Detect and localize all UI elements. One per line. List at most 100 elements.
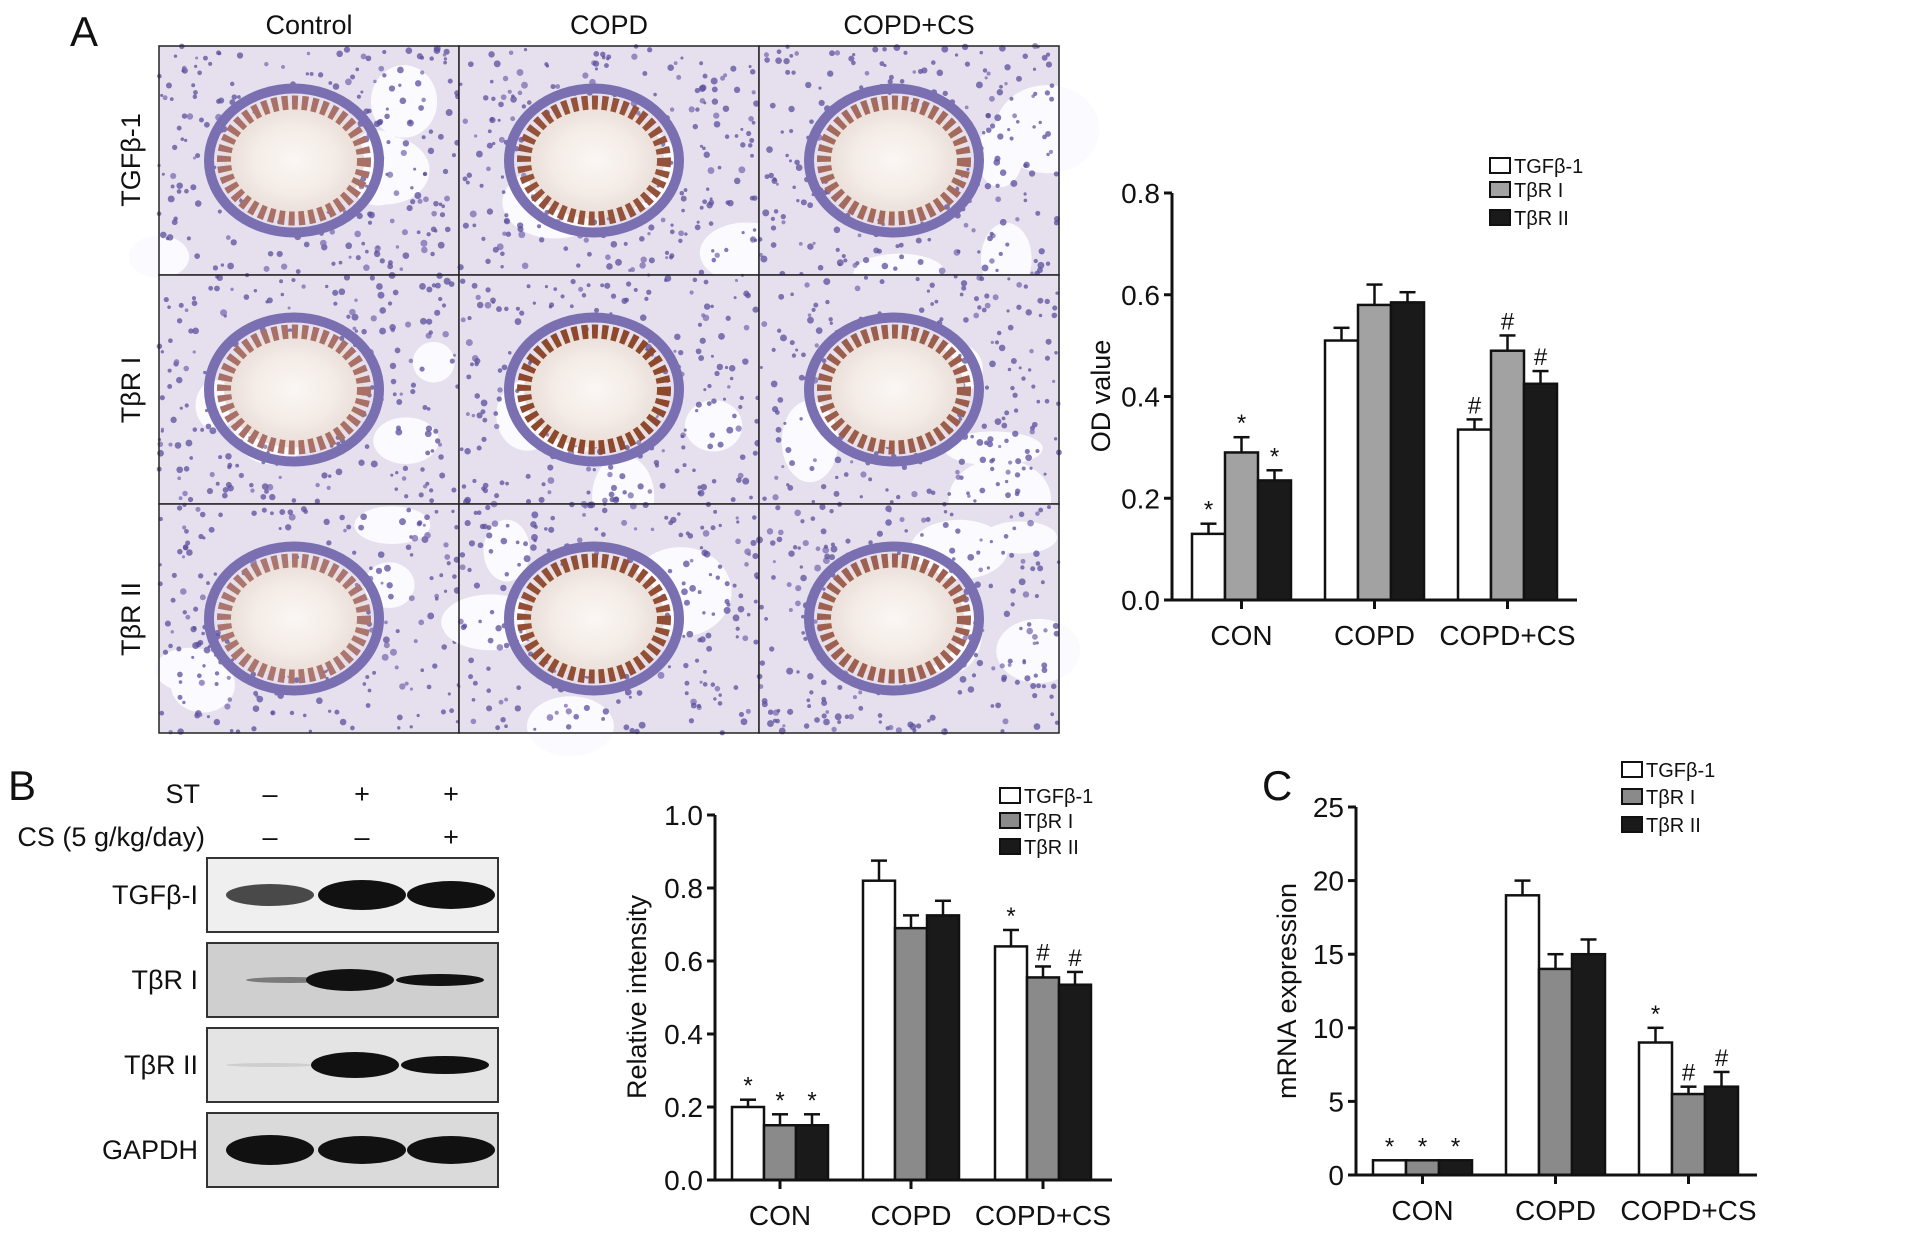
nucleus [778, 529, 784, 536]
nucleus [664, 278, 668, 283]
nucleus [600, 283, 605, 288]
nucleus [1010, 588, 1016, 594]
nucleus [384, 620, 388, 625]
nucleus [382, 636, 390, 644]
nucleus [628, 695, 632, 699]
nucleus [1046, 152, 1050, 157]
nucleus [973, 296, 980, 302]
nucleus [677, 512, 681, 516]
nucleus [801, 352, 806, 358]
nucleus [711, 249, 715, 253]
nucleus [455, 720, 459, 724]
nucleus [401, 229, 408, 236]
bar [1256, 479, 1293, 602]
nucleus [794, 159, 800, 166]
nucleus [300, 506, 307, 513]
nucleus [395, 428, 403, 436]
nucleus [710, 304, 714, 309]
nucleus [1020, 565, 1025, 570]
nucleus [750, 539, 757, 546]
nucleus [917, 258, 924, 265]
nucleus [361, 241, 366, 246]
nucleus [967, 553, 975, 561]
nucleus [264, 489, 269, 494]
nucleus [364, 444, 370, 449]
nucleus [177, 728, 184, 735]
nucleus [852, 695, 858, 700]
nucleus [780, 213, 786, 220]
nucleus [305, 72, 309, 76]
airway-wall [504, 541, 684, 696]
nucleus [182, 610, 187, 615]
nucleus [424, 514, 430, 521]
x-tick-label: COPD+CS [1620, 1195, 1756, 1226]
nucleus [338, 288, 346, 296]
nucleus [487, 129, 492, 134]
nucleus [796, 670, 800, 674]
nucleus [742, 477, 750, 485]
nucleus [706, 187, 710, 191]
nucleus [818, 99, 825, 106]
nucleus [181, 113, 188, 119]
nucleus [600, 532, 606, 537]
nucleus [225, 235, 231, 240]
nucleus [987, 436, 994, 443]
legend-label: TGFβ-1 [1024, 786, 1093, 808]
airway-wall [804, 83, 984, 238]
nucleus [360, 53, 367, 60]
nucleus [420, 467, 425, 472]
protein-band [226, 1135, 314, 1165]
nucleus [553, 287, 558, 291]
nucleus [814, 343, 819, 348]
nucleus [437, 241, 445, 249]
nucleus [770, 380, 778, 388]
nucleus [986, 71, 991, 76]
nucleus [447, 78, 453, 84]
nucleus [718, 693, 722, 697]
nucleus [410, 382, 417, 388]
nucleus [360, 90, 364, 94]
significance-marker: * [1451, 1133, 1460, 1160]
nucleus [480, 399, 488, 407]
nucleus [702, 682, 708, 687]
nucleus [698, 85, 706, 92]
nucleus [308, 729, 313, 733]
nucleus [538, 237, 545, 243]
nucleus [699, 546, 704, 550]
y-tick-label: 0.8 [664, 873, 703, 904]
nucleus [724, 598, 730, 605]
nucleus [612, 496, 620, 504]
nucleus [462, 118, 468, 124]
nucleus [504, 697, 509, 702]
nucleus [225, 481, 232, 488]
nucleus [916, 723, 922, 729]
nucleus [416, 521, 422, 527]
nucleus [260, 493, 267, 500]
nucleus [438, 442, 443, 447]
nucleus [193, 156, 197, 160]
airway-wall [504, 312, 684, 467]
nucleus [508, 50, 514, 55]
nucleus [486, 666, 491, 671]
nucleus [986, 441, 994, 448]
nucleus [216, 274, 223, 282]
airway-wall [204, 541, 384, 696]
column-label-control: Control [265, 10, 352, 40]
tile-border [758, 503, 1060, 734]
nucleus [517, 562, 521, 567]
nucleus [797, 546, 801, 550]
nucleus [811, 307, 816, 312]
nucleus [615, 258, 622, 266]
nucleus [1040, 580, 1045, 585]
nucleus [1045, 61, 1053, 68]
nucleus [385, 107, 389, 111]
nucleus [419, 317, 427, 325]
nucleus [601, 507, 608, 514]
nucleus [498, 136, 505, 143]
nucleus [1053, 171, 1059, 177]
nucleus [661, 449, 665, 453]
nucleus [336, 50, 343, 58]
nucleus [485, 504, 491, 511]
nucleus [921, 517, 927, 523]
nucleus [199, 117, 204, 123]
